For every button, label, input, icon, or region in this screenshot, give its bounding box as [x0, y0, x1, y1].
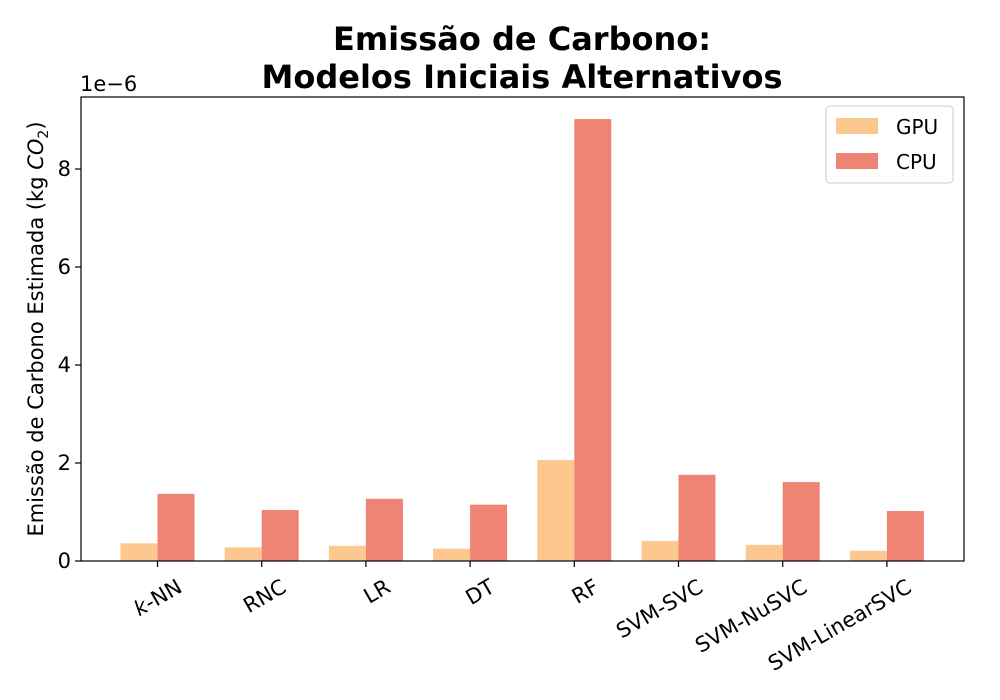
y-axis-label: Emissão de Carbono Estimada (kg CO2): [24, 121, 52, 536]
x-tick-label: SVM-SVC: [612, 575, 707, 644]
y-axis-label-co: CO: [24, 139, 48, 170]
x-tick-label: DT: [461, 574, 498, 609]
y-axis-label-subscript: 2: [36, 130, 52, 139]
x-ticks: k-NN RNC LR DT RF SVM-SVCSVM-NuSVCSVM-LinearS…: [130, 561, 915, 676]
y-offset-label: 1e−6: [80, 72, 137, 96]
bar-cpu-1: [261, 510, 299, 561]
bar-gpu-6: [745, 544, 783, 561]
y-ticks: 0 2 4 6 8: [58, 157, 81, 573]
bar-gpu-0: [120, 543, 158, 561]
x-tick-label: RF: [568, 575, 603, 609]
y-tick-label: 6: [58, 255, 71, 279]
x-tick-label: LR: [360, 575, 395, 609]
bar-gpu-3: [433, 548, 471, 561]
legend-label-gpu: GPU: [896, 115, 938, 139]
bar-cpu-3: [470, 504, 508, 561]
plot-frame: [80, 96, 965, 562]
bar-cpu-7: [886, 511, 924, 561]
chart-title-line-1: Emissão de Carbono:: [333, 20, 711, 58]
legend-swatch-cpu: [836, 153, 878, 169]
y-axis-label-close: ): [24, 121, 48, 129]
bar-gpu-2: [328, 545, 366, 561]
bar-gpu-5: [641, 540, 679, 561]
x-tick-label: RNC: [239, 575, 290, 618]
bar-gpu-4: [537, 460, 575, 561]
y-tick-label: 0: [58, 549, 71, 573]
y-axis-label-main: Emissão de Carbono Estimada (kg: [24, 170, 48, 537]
x-tick-label: k-NN: [130, 575, 186, 621]
bar-cpu-5: [678, 474, 716, 561]
bar-cpu-0: [157, 493, 195, 561]
chart-title-line-2: Modelos Iniciais Alternativos: [262, 58, 783, 96]
bar-gpu-1: [224, 547, 262, 561]
legend: GPU CPU: [825, 105, 954, 184]
bars-layer: [120, 119, 924, 562]
bar-cpu-4: [574, 119, 612, 562]
legend-label-cpu: CPU: [896, 150, 937, 174]
bar-cpu-6: [782, 482, 820, 561]
y-tick-label: 2: [58, 451, 71, 475]
bar-cpu-2: [365, 498, 403, 561]
y-tick-label: 8: [58, 157, 71, 181]
bar-gpu-7: [849, 550, 887, 561]
y-tick-label: 4: [58, 353, 71, 377]
legend-swatch-gpu: [836, 118, 878, 134]
